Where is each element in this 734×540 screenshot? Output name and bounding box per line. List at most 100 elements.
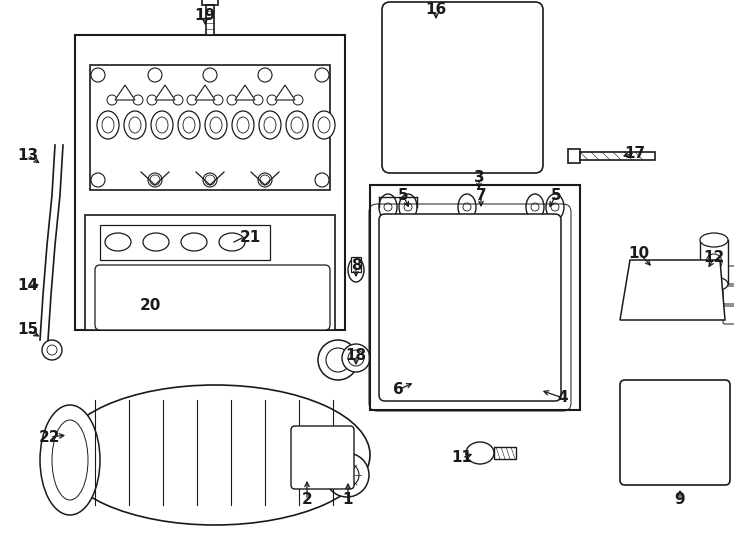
Bar: [100, 225, 270, 260]
Circle shape: [258, 68, 272, 82]
Circle shape: [325, 453, 369, 497]
Circle shape: [391, 301, 403, 313]
Circle shape: [326, 348, 350, 372]
Bar: [409, 2, 421, 14]
Circle shape: [173, 95, 183, 105]
Circle shape: [91, 68, 105, 82]
Text: 16: 16: [426, 3, 446, 17]
Circle shape: [293, 95, 303, 105]
Bar: [494, 447, 516, 459]
Ellipse shape: [181, 233, 207, 251]
Circle shape: [147, 95, 157, 105]
Circle shape: [404, 203, 412, 211]
FancyBboxPatch shape: [723, 266, 734, 284]
Circle shape: [631, 387, 639, 395]
Circle shape: [150, 175, 160, 185]
Text: 5: 5: [398, 187, 408, 202]
Ellipse shape: [700, 233, 728, 247]
FancyBboxPatch shape: [95, 265, 330, 330]
Circle shape: [318, 340, 358, 380]
Circle shape: [397, 144, 411, 158]
Circle shape: [253, 95, 263, 105]
Text: 1: 1: [343, 492, 353, 508]
Ellipse shape: [143, 233, 169, 251]
Text: 15: 15: [18, 322, 39, 338]
FancyBboxPatch shape: [382, 2, 543, 173]
Circle shape: [148, 173, 162, 187]
Ellipse shape: [60, 385, 370, 525]
Ellipse shape: [318, 117, 330, 133]
Polygon shape: [115, 85, 135, 100]
Ellipse shape: [348, 258, 364, 282]
Bar: [568, 149, 580, 163]
Circle shape: [213, 95, 223, 105]
Polygon shape: [155, 85, 175, 100]
Ellipse shape: [264, 117, 276, 133]
Text: 17: 17: [625, 145, 646, 160]
Circle shape: [267, 95, 277, 105]
Circle shape: [397, 17, 411, 31]
Text: 3: 3: [473, 171, 484, 186]
Text: 20: 20: [139, 298, 161, 313]
Text: 4: 4: [558, 390, 568, 406]
Bar: [206, 5, 214, 35]
FancyBboxPatch shape: [291, 426, 354, 489]
Bar: [202, 0, 218, 5]
Ellipse shape: [178, 111, 200, 139]
Ellipse shape: [526, 194, 544, 220]
Circle shape: [258, 173, 272, 187]
Circle shape: [335, 463, 359, 487]
Bar: [90, 65, 330, 190]
Circle shape: [671, 470, 679, 478]
Text: 9: 9: [675, 492, 686, 508]
Circle shape: [537, 226, 549, 238]
Ellipse shape: [105, 233, 131, 251]
Text: 18: 18: [346, 348, 366, 362]
Ellipse shape: [205, 111, 227, 139]
Bar: [75, 35, 345, 330]
Circle shape: [537, 301, 549, 313]
Circle shape: [203, 173, 217, 187]
Ellipse shape: [546, 194, 564, 220]
FancyBboxPatch shape: [379, 214, 561, 401]
Bar: [370, 185, 580, 410]
Circle shape: [443, 281, 504, 341]
FancyBboxPatch shape: [723, 306, 734, 324]
Circle shape: [424, 59, 500, 135]
Circle shape: [91, 173, 105, 187]
Ellipse shape: [379, 194, 397, 220]
Text: 7: 7: [476, 187, 487, 202]
Ellipse shape: [458, 194, 476, 220]
Polygon shape: [235, 85, 255, 100]
Circle shape: [435, 349, 471, 385]
Circle shape: [205, 175, 215, 185]
Circle shape: [187, 95, 197, 105]
Circle shape: [227, 95, 237, 105]
Circle shape: [711, 470, 719, 478]
Polygon shape: [275, 85, 295, 100]
Text: 14: 14: [18, 278, 39, 293]
Ellipse shape: [232, 111, 254, 139]
Circle shape: [260, 175, 270, 185]
Ellipse shape: [259, 111, 281, 139]
Text: 10: 10: [628, 246, 650, 260]
Ellipse shape: [40, 405, 100, 515]
Ellipse shape: [183, 117, 195, 133]
Text: 19: 19: [195, 8, 216, 23]
Circle shape: [427, 265, 520, 357]
Ellipse shape: [210, 117, 222, 133]
Text: 11: 11: [451, 450, 473, 465]
Ellipse shape: [151, 111, 173, 139]
Circle shape: [47, 345, 57, 355]
Polygon shape: [620, 260, 725, 320]
Bar: [479, 2, 491, 14]
Circle shape: [348, 350, 364, 366]
Text: 8: 8: [351, 258, 361, 273]
Circle shape: [133, 95, 143, 105]
Bar: [351, 257, 361, 272]
Circle shape: [706, 254, 722, 270]
Ellipse shape: [129, 117, 141, 133]
Circle shape: [671, 387, 679, 395]
Bar: [302, 437, 312, 447]
Text: 12: 12: [703, 251, 724, 266]
